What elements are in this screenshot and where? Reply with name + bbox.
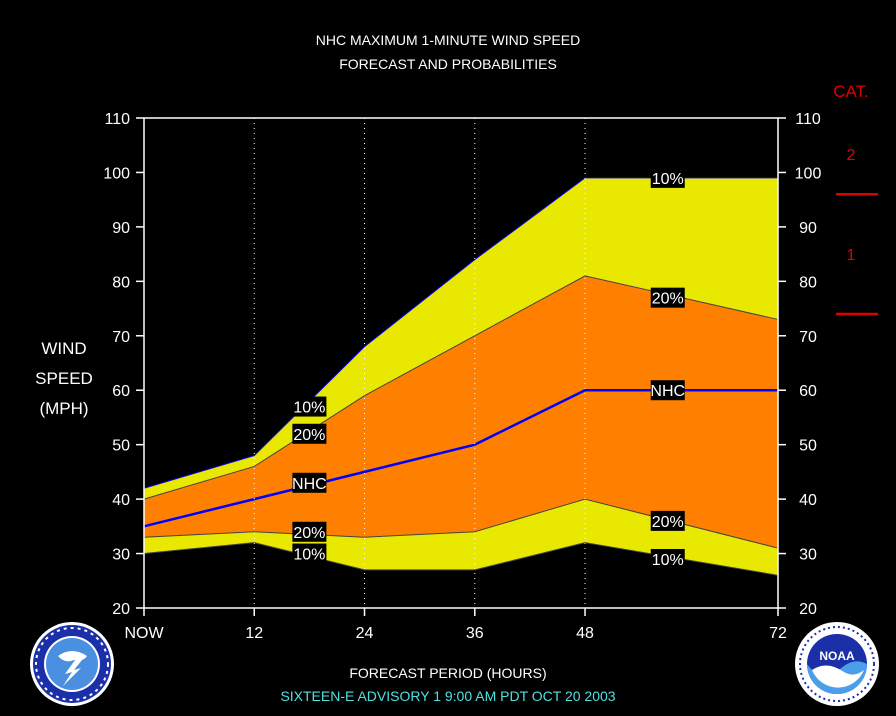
annotation-label-1: 20%: [293, 427, 325, 444]
x-tick-label-48: 48: [576, 625, 594, 642]
y-tick-label-left-60: 60: [112, 383, 130, 400]
y-tick-label-left-70: 70: [112, 329, 130, 346]
series-line-3: [143, 498, 779, 549]
annotation-bg-6: [650, 287, 685, 308]
chart-title-line1: NHC MAXIMUM 1-MINUTE WIND SPEED: [315, 32, 581, 48]
y-tick-label-right-80: 80: [799, 274, 817, 291]
series-line-4: [143, 542, 779, 576]
category-label-1: 1: [846, 247, 856, 264]
x-tick-label-36: 36: [466, 625, 484, 642]
annotation-bg-2: [292, 472, 327, 493]
annotation-label-2: NHC: [292, 476, 327, 493]
series-line-1: [143, 275, 779, 500]
y-axis-label-line2: SPEED: [35, 369, 93, 388]
y-tick-label-right-50: 50: [799, 438, 817, 455]
annotation-bg-0: [292, 396, 327, 417]
x-tick-label-24: 24: [356, 625, 374, 642]
y-tick-label-left-90: 90: [112, 220, 130, 237]
x-tick-label-12: 12: [245, 625, 263, 642]
y-tick-label-left-40: 40: [112, 492, 130, 509]
plot-frame: [143, 117, 779, 609]
series-line-nhc: [143, 388, 778, 528]
category-header: CAT.: [833, 82, 869, 101]
y-tick-label-right-20: 20: [799, 601, 817, 618]
y-tick-label-left-30: 30: [112, 547, 130, 564]
y-tick-label-right-100: 100: [795, 165, 822, 182]
y-tick-label-right-110: 110: [795, 111, 821, 128]
y-tick-label-left-20: 20: [112, 601, 130, 618]
annotation-label-3: 20%: [293, 525, 325, 542]
y-tick-label-right-40: 40: [799, 492, 817, 509]
annotation-label-4: 10%: [293, 547, 325, 564]
nws-logo: [30, 622, 114, 706]
y-tick-label-right-70: 70: [799, 329, 817, 346]
x-tick-label-72: 72: [769, 625, 787, 642]
annotation-bg-8: [650, 510, 685, 531]
series-line-0: [143, 177, 778, 489]
category-label-2: 2: [846, 147, 856, 164]
x-axis-label: FORECAST PERIOD (HOURS): [349, 665, 547, 681]
annotation-bg-1: [292, 423, 327, 444]
y-tick-label-left-110: 110: [104, 111, 130, 128]
annotation-label-9: 10%: [652, 552, 684, 569]
y-tick-label-left-100: 100: [103, 165, 130, 182]
annotation-bg-9: [650, 549, 685, 569]
annotation-bg-4: [292, 543, 327, 564]
chart-title-line2: FORECAST AND PROBABILITIES: [339, 56, 557, 72]
annotation-label-6: 20%: [652, 291, 684, 308]
noaa-logo: NOAA: [795, 622, 879, 706]
y-tick-label-left-80: 80: [112, 274, 130, 291]
annotation-bg-7: [650, 380, 685, 401]
noaa-logo-text: NOAA: [819, 649, 855, 663]
annotation-label-7: NHC: [650, 383, 685, 400]
x-tick-label-NOW: NOW: [124, 625, 164, 642]
y-axis-label-line3: (MPH): [39, 399, 89, 418]
annotation-bg-5: [650, 167, 685, 188]
annotation-label-8: 20%: [652, 514, 684, 531]
advisory-line: SIXTEEN-E ADVISORY 1 9:00 AM PDT OCT 20 …: [280, 688, 616, 704]
y-axis-label-line1: WIND: [41, 339, 87, 358]
y-tick-label-right-30: 30: [799, 547, 817, 564]
y-tick-label-left-50: 50: [112, 438, 130, 455]
annotation-label-0: 10%: [293, 400, 325, 417]
y-tick-label-right-90: 90: [799, 220, 817, 237]
annotation-bg-3: [292, 521, 327, 542]
annotation-label-5: 10%: [652, 171, 684, 188]
y-tick-label-right-60: 60: [799, 383, 817, 400]
